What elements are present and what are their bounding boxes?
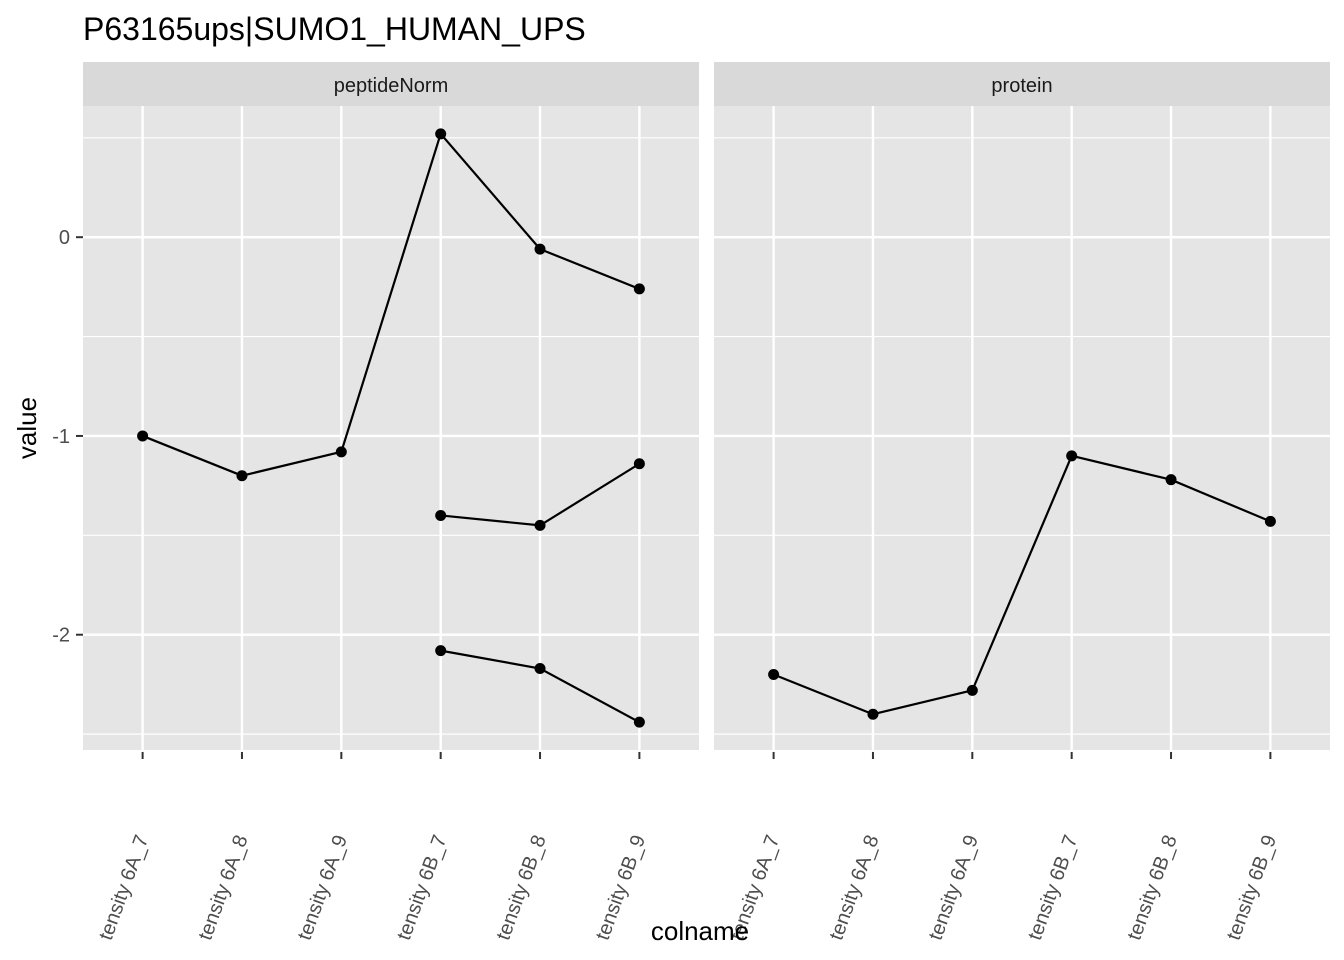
- x-tick-label: tensity 6A_9: [294, 832, 352, 943]
- data-point: [137, 430, 149, 442]
- facet-strip-label: peptideNorm: [334, 75, 449, 97]
- panel-background: [714, 106, 1330, 750]
- chart-title: P63165ups|SUMO1_HUMAN_UPS: [83, 11, 586, 47]
- facet-strip: [83, 62, 699, 106]
- data-point: [633, 283, 645, 295]
- facet-strip: [714, 62, 1330, 106]
- data-point: [1264, 515, 1276, 527]
- series-path: [773, 454, 1271, 716]
- series-line-3: [435, 645, 645, 728]
- data-point: [1165, 474, 1177, 486]
- data-point: [435, 509, 447, 521]
- series-line-1: [768, 450, 1276, 720]
- x-tick-label: tensity 6A_7: [95, 832, 153, 943]
- series-path: [142, 131, 640, 477]
- y-tick-label: 0: [59, 227, 70, 249]
- panel-peptideNorm: peptideNorm tensity 6A_7 tensity 6A_8 tensi…: [83, 62, 699, 943]
- y-tick-label: -1: [52, 426, 70, 448]
- x-tick-label: tensity 6B_7: [393, 832, 451, 943]
- data-point: [335, 446, 347, 458]
- y-axis: 0 -1 -2: [52, 227, 83, 647]
- x-tick-label: tensity 6B_8: [492, 832, 550, 943]
- data-point: [534, 519, 546, 531]
- data-point: [633, 716, 645, 728]
- data-point: [633, 458, 645, 470]
- data-point: [435, 645, 447, 657]
- data-point: [966, 684, 978, 696]
- x-tick-label: tensity 6A_8: [825, 832, 883, 943]
- data-point: [236, 470, 248, 482]
- data-point: [534, 663, 546, 675]
- facet-strip-label: protein: [991, 75, 1052, 97]
- y-axis-title: value: [12, 397, 42, 459]
- x-tick-label: tensity 6B_7: [1024, 832, 1082, 943]
- facet-panels: peptideNorm tensity 6A_7 tensity 6A_8 tensi…: [83, 62, 1330, 943]
- x-tick-label: tensity 6A_8: [194, 832, 252, 943]
- data-point: [534, 243, 546, 255]
- x-tick-label: tensity 6A_9: [925, 832, 983, 943]
- series-line-2: [435, 458, 645, 531]
- x-tick-label: tensity 6B_9: [592, 832, 650, 943]
- x-tick-label: tensity 6B_8: [1123, 832, 1181, 943]
- x-axis-title: colname: [651, 916, 749, 946]
- panel-background: [83, 106, 699, 750]
- data-point: [1066, 450, 1078, 462]
- data-point: [867, 708, 879, 720]
- data-point: [768, 668, 780, 680]
- x-tick-label: tensity 6B_9: [1223, 832, 1281, 943]
- series-line-1: [137, 128, 645, 482]
- data-point: [435, 128, 447, 140]
- y-tick-label: -2: [52, 625, 70, 647]
